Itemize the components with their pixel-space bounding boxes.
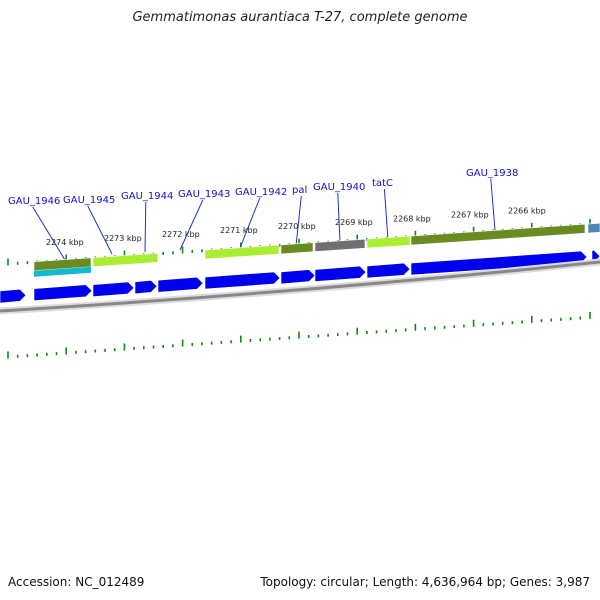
cds-arrow: [410, 250, 588, 276]
scale-ticks-inner: [7, 311, 591, 359]
genome-summary: Topology: circular; Length: 4,636,964 bp…: [260, 575, 590, 589]
leader-line: [295, 195, 302, 247]
accession-label: Accession: NC_012489: [8, 575, 145, 589]
cds-track: [0, 249, 600, 304]
cds-arrow: [134, 280, 158, 295]
map-title: Gemmatimonas aurantiaca T-27, complete g…: [132, 10, 468, 25]
gene-labels: GAU_1946 GAU_1945 GAU_1944 GAU_1943 GAU_1942…: [8, 168, 518, 207]
gene-label-leaders: [32, 178, 496, 261]
scale-label: 2268 kbp: [393, 214, 431, 223]
leader-line: [383, 188, 389, 241]
scale-label: 2267 kbp: [451, 210, 489, 219]
gene-label: GAU_1938: [466, 168, 518, 179]
leader-line: [490, 178, 496, 231]
leader-line: [179, 199, 204, 251]
gene-label: GAU_1943: [178, 189, 230, 200]
leader-line: [337, 192, 341, 243]
feature-bar: [587, 222, 600, 234]
gene-label: GAU_1942: [235, 187, 287, 198]
gene-label: GAU_1945: [63, 195, 115, 206]
leader-line: [87, 205, 113, 255]
gene-label: pal: [292, 185, 307, 196]
gene-label: GAU_1944: [121, 191, 173, 202]
scale-label: 2273 kbp: [104, 234, 142, 243]
scale-label: 2274 kbp: [46, 238, 84, 247]
cds-arrow: [314, 265, 367, 282]
cds-arrow: [0, 288, 27, 304]
leader-line: [32, 206, 66, 261]
gene-label: GAU_1946: [8, 196, 60, 207]
cds-arrow: [366, 262, 411, 279]
scale-label: 2272 kbp: [162, 230, 200, 239]
feature-bar: [204, 244, 280, 260]
scale-label: 2270 kbp: [278, 222, 316, 231]
gene-label: tatC: [372, 178, 393, 189]
cds-arrow: [280, 269, 316, 285]
cds-arrow: [157, 276, 204, 293]
gene-label: GAU_1940: [313, 182, 365, 193]
leader-line: [239, 197, 261, 249]
leader-line: [144, 201, 147, 253]
feature-bar: [366, 235, 411, 249]
cds-arrow: [33, 284, 93, 302]
cds-arrow: [204, 271, 281, 290]
cds-arrow: [92, 281, 135, 298]
feature-bar: [410, 223, 586, 246]
feature-bar: [280, 242, 314, 255]
feature-bar-secondary: [34, 266, 91, 277]
feature-bar: [92, 252, 159, 267]
backbone-line: [0, 260, 600, 313]
backbone-ring: [0, 258, 600, 315]
scale-label: 2266 kbp: [508, 206, 546, 215]
feature-bar: [314, 238, 366, 252]
scale-label: 2269 kbp: [335, 218, 373, 227]
feature-track: [33, 222, 600, 277]
scale-labels: 2274 kbp 2273 kbp 2272 kbp 2271 kbp 2270 kbp…: [46, 206, 546, 246]
scale-label: 2271 kbp: [220, 226, 258, 235]
